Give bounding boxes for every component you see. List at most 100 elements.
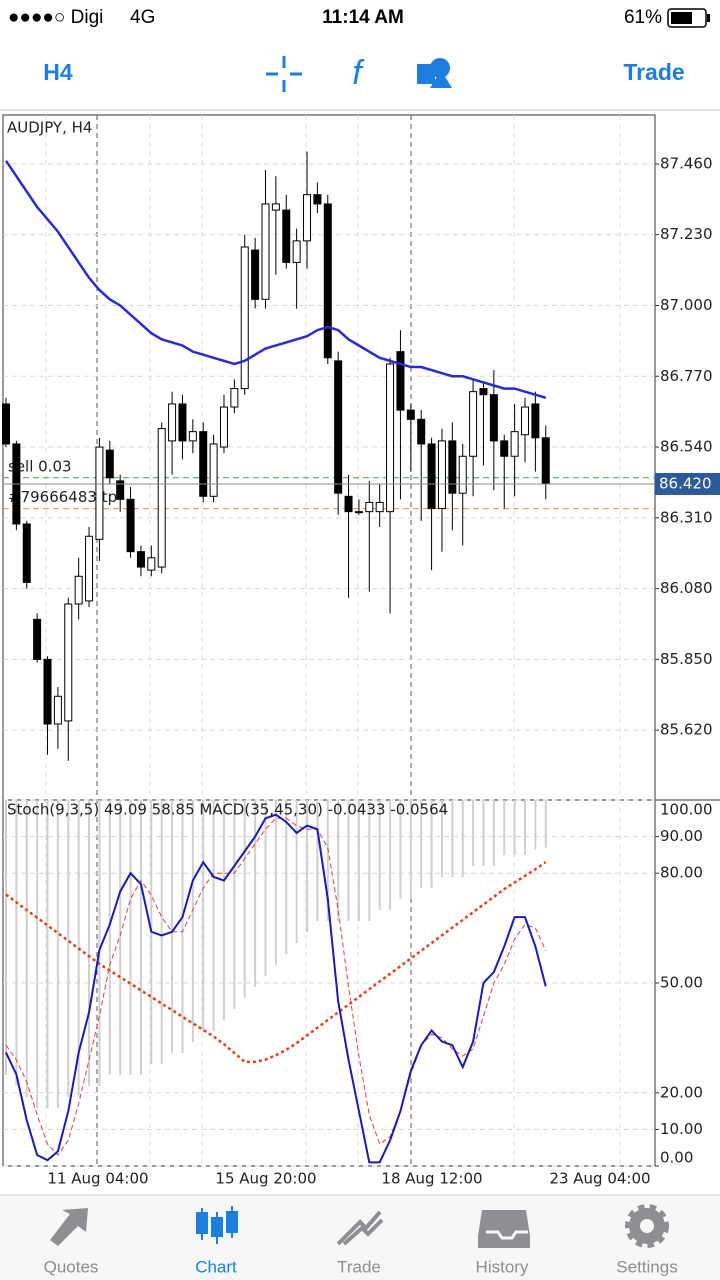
histogram-bar <box>202 800 205 1032</box>
histogram-bar <box>233 800 236 1010</box>
y-tick-label: 86.770 <box>660 367 713 385</box>
history-icon[interactable] <box>478 1210 530 1248</box>
histogram-bar <box>316 800 319 922</box>
histogram-bar <box>472 800 475 867</box>
y-tick-label: 86.310 <box>660 508 713 526</box>
candle-body <box>33 618 42 660</box>
candle-body <box>354 511 363 514</box>
histogram-bar <box>254 800 257 988</box>
candle-body <box>344 495 353 513</box>
x-tick-label: 11 Aug 04:00 <box>47 1170 148 1188</box>
histogram-bar <box>337 800 340 922</box>
y-tick-label: 100.00 <box>660 801 713 819</box>
histogram-bar <box>347 800 350 922</box>
tab-label[interactable]: Settings <box>616 1257 677 1276</box>
candle-body <box>521 406 529 436</box>
y-tick-label: 86.080 <box>660 579 713 597</box>
clock: 11:14 AM <box>322 7 404 28</box>
settings-icon[interactable] <box>625 1204 669 1248</box>
indicators-button[interactable]: f <box>352 54 365 92</box>
battery-icon <box>667 8 710 28</box>
crosshair-button[interactable] <box>266 56 302 92</box>
candle-body <box>157 428 166 568</box>
candle-body <box>43 658 52 725</box>
candle-body <box>406 409 415 420</box>
candle-body <box>479 388 488 396</box>
tab-label[interactable]: Chart <box>195 1257 237 1276</box>
candle-body <box>105 449 114 479</box>
y-tick-label: 80.00 <box>660 864 703 882</box>
candle-body <box>188 431 197 442</box>
y-tick-label: 90.00 <box>660 827 703 845</box>
candle-body <box>427 443 436 510</box>
y-tick-label: 0.00 <box>660 1149 693 1167</box>
candle-body <box>541 437 550 485</box>
y-tick-label: 85.620 <box>660 721 713 739</box>
y-tick-label: 86.540 <box>660 438 713 456</box>
candle-body <box>417 418 426 445</box>
histogram-bar <box>243 800 246 999</box>
candle-body <box>95 446 104 540</box>
timeframe-button[interactable]: H4 <box>43 59 73 85</box>
histogram-bar <box>409 800 412 900</box>
histogram-bar <box>181 800 184 1054</box>
trade-button[interactable]: Trade <box>623 59 684 85</box>
tab-label[interactable]: Quotes <box>44 1257 99 1276</box>
histogram-bar <box>378 800 381 911</box>
objects-button[interactable] <box>417 58 452 88</box>
histogram-bar <box>306 800 309 933</box>
indicator-line <box>5 813 547 1164</box>
candle-body <box>22 523 31 583</box>
histogram-bar <box>5 800 7 1076</box>
histogram-bar <box>160 800 163 1065</box>
candle-body <box>458 455 467 494</box>
candle-body <box>469 391 478 457</box>
tab-bar <box>0 1195 720 1280</box>
histogram-bar <box>139 800 142 1076</box>
quotes-icon[interactable] <box>50 1208 88 1246</box>
x-tick-label: 23 Aug 04:00 <box>549 1170 650 1188</box>
histogram-bar <box>461 800 464 878</box>
period-separators <box>96 115 412 1166</box>
candle-body <box>240 246 249 390</box>
histogram-bar <box>492 800 495 867</box>
tab-label[interactable]: History <box>476 1257 529 1276</box>
network: 4G <box>130 7 155 28</box>
y-tick-label: 20.00 <box>660 1083 703 1101</box>
trade-icon[interactable] <box>336 1210 384 1246</box>
y-tick-label: 50.00 <box>660 974 703 992</box>
indicator-line <box>5 861 547 1064</box>
candle-body <box>147 557 156 571</box>
histogram-bar <box>119 800 122 1076</box>
histogram-bar <box>191 800 194 1043</box>
histogram-bar <box>36 800 39 1109</box>
order-label: #79666483 tp <box>8 488 117 506</box>
histogram-bar <box>295 800 298 944</box>
candle-body <box>64 603 73 722</box>
candle-body <box>178 403 187 442</box>
y-tick-label: 87.000 <box>660 296 713 314</box>
candle-body <box>323 203 332 359</box>
price-badge <box>655 472 720 495</box>
histogram-bar <box>129 800 132 1076</box>
candle-body <box>489 394 498 442</box>
price-badge-label: 86.420 <box>659 474 712 492</box>
histogram-bar <box>534 800 537 850</box>
moving-average <box>4 160 547 399</box>
histogram-bar <box>389 800 392 911</box>
chart-icon[interactable] <box>196 1206 238 1244</box>
histogram-bar <box>108 800 111 1076</box>
order-label: sell 0.03 <box>8 457 72 475</box>
candle-body <box>116 480 125 500</box>
candle-body <box>510 431 519 457</box>
candle-body <box>448 440 457 494</box>
candle-body <box>74 575 83 605</box>
candle-body <box>500 440 509 457</box>
indicator-label: Stoch(9,3,5) 49.09 58.85 MACD(35,45,30) … <box>7 801 448 819</box>
carrier: ●●●●○ Digi <box>8 7 103 28</box>
tab-label[interactable]: Trade <box>337 1257 381 1276</box>
histogram-bar <box>430 800 433 889</box>
histogram-bar <box>67 800 70 1098</box>
candle-body <box>334 360 343 494</box>
